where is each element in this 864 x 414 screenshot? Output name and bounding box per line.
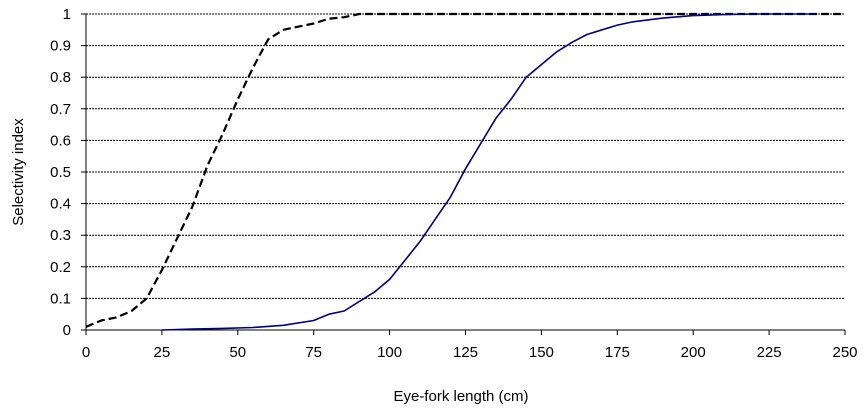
y-tick-label-6: 0.6 (50, 132, 71, 149)
tick-labels: 0 0.1 0.2 0.3 0.4 0.5 0.6 0.7 0.8 0.9 1 0 25 50 75 100 1… (50, 6, 857, 361)
y-tick-label-7: 0.7 (50, 101, 71, 118)
y-tick-label-8: 0.8 (50, 69, 71, 86)
series-line-1 (161, 13, 815, 331)
axes (81, 13, 846, 335)
x-tick-label-10: 250 (832, 344, 857, 361)
y-tick-label-3: 0.3 (50, 227, 71, 244)
x-tick-label-4: 100 (377, 344, 402, 361)
y-tick-label-1: 0.1 (50, 290, 71, 307)
y-tick-label-10: 1 (63, 6, 71, 23)
x-tick-label-8: 200 (681, 344, 706, 361)
series-lines (85, 12, 845, 331)
x-tick-label-1: 25 (154, 344, 171, 361)
x-tick-label-5: 125 (453, 344, 478, 361)
x-tick-label-9: 225 (757, 344, 782, 361)
x-tick-label-7: 175 (605, 344, 630, 361)
x-tick-label-3: 75 (305, 344, 322, 361)
y-tick-label-4: 0.4 (50, 196, 71, 213)
y-tick-label-0: 0 (63, 322, 71, 339)
x-axis-label: Eye-fork length (cm) (393, 388, 528, 405)
series-line-0 (85, 12, 845, 328)
gridlines (86, 13, 845, 299)
x-tick-label-0: 0 (82, 344, 90, 361)
x-tick-label-6: 150 (529, 344, 554, 361)
y-tick-label-5: 0.5 (50, 164, 71, 181)
x-tick-label-2: 50 (229, 344, 246, 361)
y-tick-label-2: 0.2 (50, 259, 71, 276)
y-tick-label-9: 0.9 (50, 38, 71, 55)
y-axis-label: Selectivity index (10, 118, 27, 226)
